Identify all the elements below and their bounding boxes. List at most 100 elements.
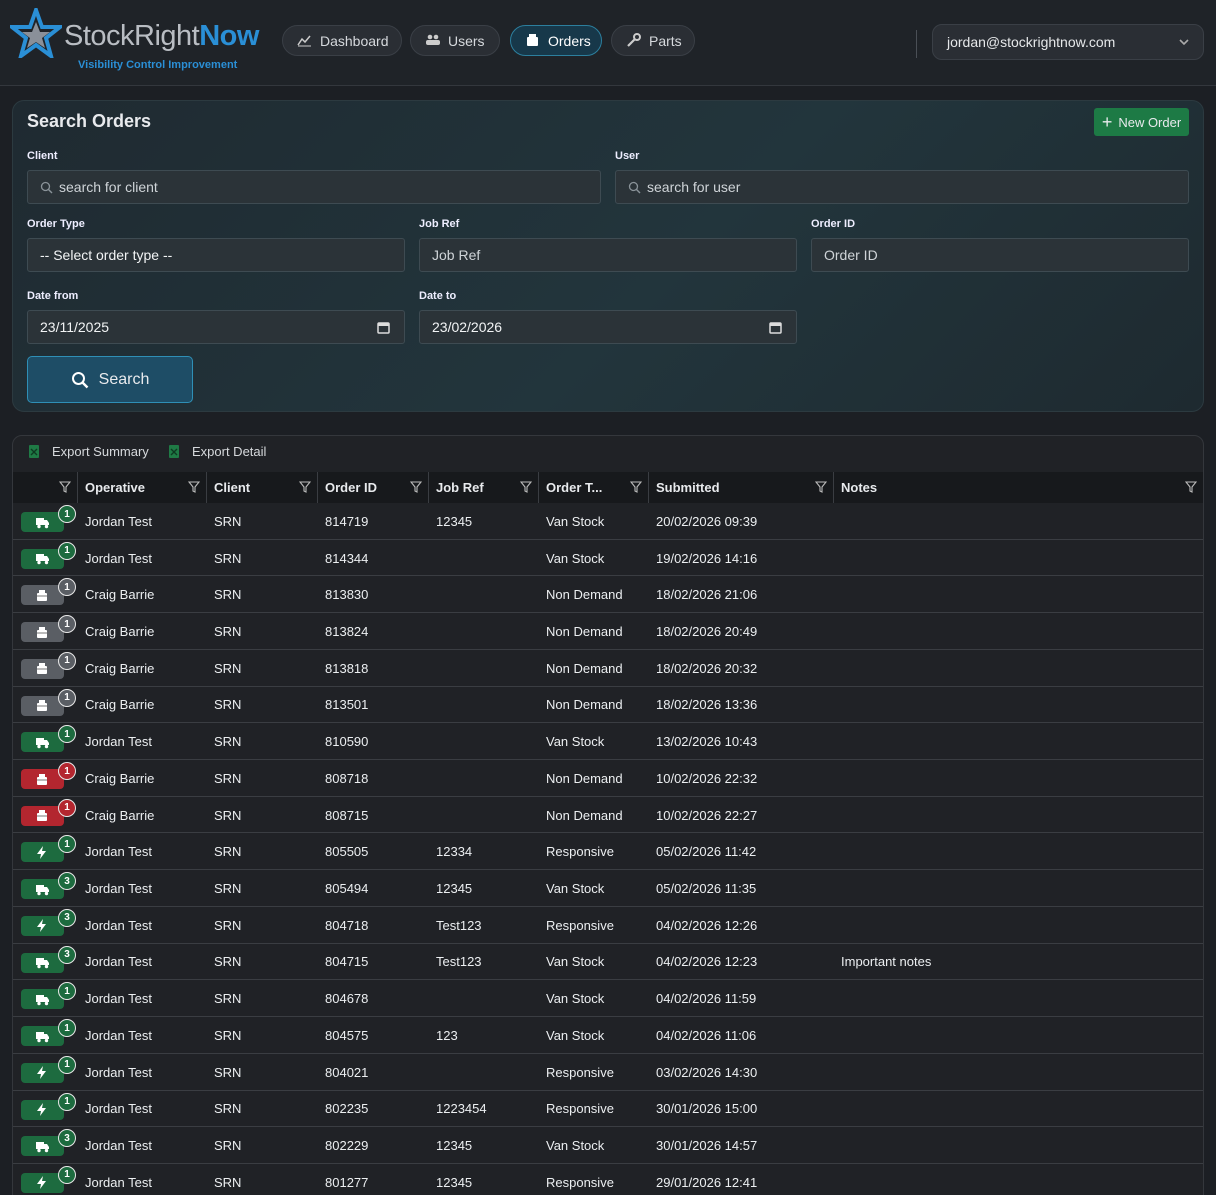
order-icon-button[interactable]	[21, 732, 64, 753]
column-header[interactable]: Client	[214, 480, 251, 495]
order-icon	[37, 663, 47, 675]
order-icon-button[interactable]	[21, 769, 64, 790]
order-icon-button[interactable]	[21, 915, 64, 936]
order-icon-button[interactable]	[21, 1026, 64, 1047]
order-icon-button[interactable]	[21, 952, 64, 973]
field-label: Job Ref	[419, 218, 460, 230]
brand: StockRightNow	[64, 20, 259, 53]
table-cell: Test123	[436, 954, 482, 970]
nav-icon	[297, 35, 311, 47]
column-header[interactable]: Operative	[85, 480, 145, 495]
table-cell: Jordan Test	[85, 734, 152, 750]
search-button[interactable]: Search	[27, 356, 193, 403]
column-header[interactable]: Order T...	[546, 480, 603, 495]
order-icon-button[interactable]	[21, 805, 64, 826]
table-cell: Non Demand	[546, 697, 623, 713]
table-cell: 30/01/2026 15:00	[656, 1101, 758, 1117]
nav-icon	[527, 34, 538, 46]
order-icon-button[interactable]	[21, 842, 64, 863]
field-label: Client	[27, 150, 58, 162]
input-user[interactable]: search for user	[615, 170, 1189, 204]
order-icon-button[interactable]	[21, 879, 64, 900]
table-row	[13, 797, 1203, 834]
column-divider	[206, 472, 207, 503]
order-icon-button[interactable]	[21, 585, 64, 606]
input-client[interactable]: search for client	[27, 170, 601, 204]
nav-label: Users	[448, 32, 485, 49]
table-cell: Van Stock	[546, 1138, 605, 1154]
placeholder: Order ID	[824, 247, 878, 263]
count-badge: 1	[58, 762, 76, 781]
order-icon-button[interactable]	[21, 989, 64, 1010]
table-cell: 810590	[325, 734, 369, 750]
order-icon-button[interactable]	[21, 658, 64, 679]
table-cell: 12345	[436, 513, 473, 529]
input-date-from[interactable]: 23/11/2025	[27, 310, 405, 344]
table-cell: Non Demand	[546, 660, 623, 676]
nav-item[interactable]: Orders	[510, 25, 602, 56]
order-icon-button[interactable]	[21, 695, 64, 716]
order-icon-button[interactable]	[21, 512, 64, 532]
order-icon-button[interactable]	[21, 1099, 64, 1120]
divider	[916, 30, 917, 58]
order-icon-button[interactable]	[21, 622, 64, 643]
filter-icon	[520, 481, 532, 493]
nav-item[interactable]: Users	[410, 25, 500, 56]
export-button[interactable]: Export Summary	[28, 444, 149, 459]
chevron	[1179, 39, 1189, 46]
table-row	[13, 760, 1203, 797]
table-cell: 19/02/2026 14:16	[656, 550, 758, 566]
table-cell: Van Stock	[546, 1027, 605, 1043]
count-badge: 1	[58, 982, 76, 1001]
excel-icon	[169, 444, 179, 458]
search-text: Search	[98, 370, 150, 388]
table-cell: 10/02/2026 22:27	[656, 807, 758, 823]
order-icon	[36, 517, 49, 528]
table-row	[13, 980, 1203, 1018]
order-icon-button[interactable]	[21, 1136, 64, 1157]
column-header[interactable]: Order ID	[325, 480, 378, 495]
table-cell: Van Stock	[546, 881, 605, 897]
input-order-type[interactable]: -- Select order type --	[27, 238, 405, 272]
column-header[interactable]: Notes	[841, 480, 878, 495]
table-row	[13, 503, 1203, 540]
table-cell: SRN	[214, 770, 242, 786]
user-menu[interactable]: jordan@stockrightnow.com	[932, 24, 1204, 60]
input-order-id[interactable]: Order ID	[811, 238, 1189, 272]
filter-icon	[410, 481, 422, 493]
user-email: jordan@stockrightnow.com	[947, 34, 1116, 50]
new-order-button[interactable]: + New Order	[1094, 108, 1189, 136]
table-cell: Jordan Test	[85, 1101, 152, 1117]
order-icon	[37, 1176, 46, 1190]
nav-item[interactable]: Parts	[611, 25, 695, 56]
order-icon	[36, 554, 49, 565]
table-row	[13, 870, 1203, 907]
column-header[interactable]: Submitted	[656, 480, 720, 495]
order-icon-button[interactable]	[21, 1172, 64, 1193]
table-cell: Craig Barrie	[85, 807, 155, 823]
input-date-to[interactable]: 23/02/2026	[419, 310, 797, 344]
table-cell: SRN	[214, 991, 242, 1007]
export-button[interactable]: Export Detail	[168, 444, 266, 459]
calendar-icon	[769, 322, 782, 334]
table-cell: 05/02/2026 11:42	[656, 844, 757, 860]
search-icon	[71, 371, 88, 388]
nav-item[interactable]: Dashboard	[282, 25, 402, 56]
excel-icon	[29, 444, 39, 458]
table-header	[13, 472, 1203, 503]
order-icon	[36, 1031, 49, 1042]
table-cell: SRN	[214, 1101, 242, 1117]
column-header[interactable]: Job Ref	[436, 480, 484, 495]
table-cell: Craig Barrie	[85, 660, 155, 676]
table-cell: Jordan Test	[85, 844, 152, 860]
order-icon-button[interactable]	[21, 1062, 64, 1083]
table-cell: SRN	[214, 1138, 242, 1154]
panel-title: Search Orders	[27, 111, 152, 131]
order-icon	[37, 773, 47, 785]
order-icon-button[interactable]	[21, 548, 64, 569]
column-divider	[538, 472, 539, 503]
input-job-ref[interactable]: Job Ref	[419, 238, 797, 272]
filter-icon	[299, 481, 311, 493]
table-cell: SRN	[214, 917, 242, 933]
